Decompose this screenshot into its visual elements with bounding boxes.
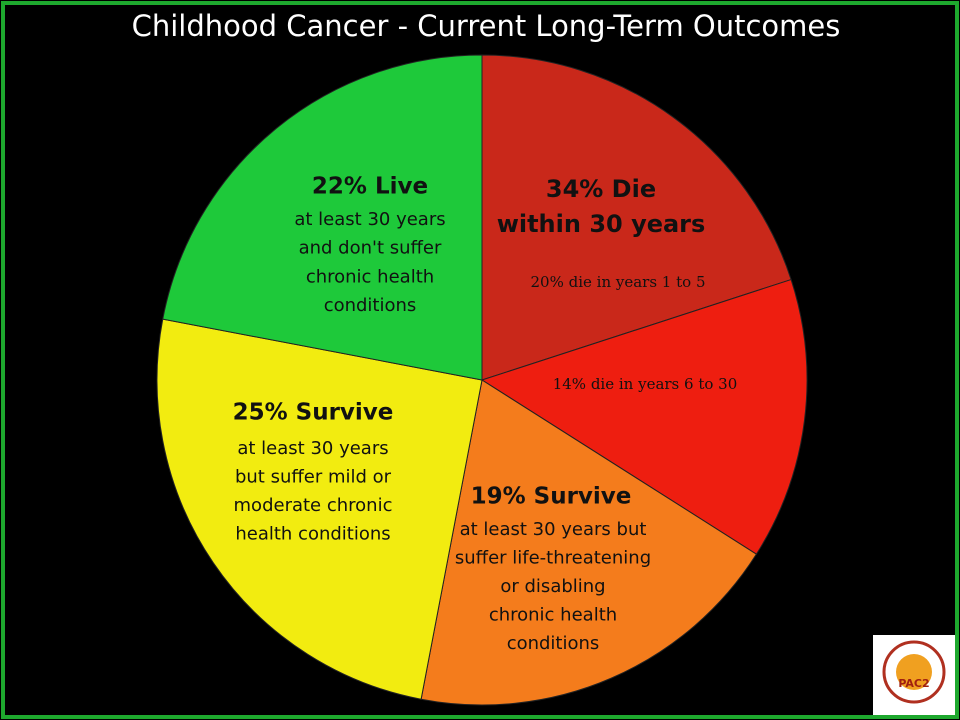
annotation: at least 30 years but [460,519,647,540]
logo-center [896,654,932,690]
annotation: or disabling [500,576,605,597]
pie-slice [156,318,483,700]
chart-title: Childhood Cancer - Current Long-Term Out… [132,9,841,43]
annotation: chronic health [489,605,617,626]
annotation: suffer life-threatening [455,548,651,569]
annotation: moderate chronic [234,495,393,516]
logo-text: PAC2 [898,677,929,690]
pie-slice [420,379,758,706]
annotation: 34% Die [546,175,656,203]
value-label: 20% die in years 1 to 5 [531,273,706,291]
value-label: 22% Live [312,174,428,200]
value-label: 19% Survive [471,484,632,510]
pie-slice [162,54,483,381]
annotation: at least 30 years [237,438,388,459]
logo-ring [882,640,946,704]
logo: PAC2 [873,635,955,715]
annotation: but suffer mild or [235,467,392,488]
annotation: at least 30 years [294,209,445,230]
annotation: chronic health [306,266,434,287]
annotation: within 30 years [497,210,706,238]
annotation: conditions [507,633,600,654]
pie-slice [481,54,792,381]
annotation: health conditions [235,524,390,545]
annotation: conditions [324,295,417,316]
pie-slice [480,278,808,555]
value-label: 14% die in years 6 to 30 [553,375,738,393]
annotation: and don't suffer [299,238,442,259]
value-label: 25% Survive [233,400,394,426]
